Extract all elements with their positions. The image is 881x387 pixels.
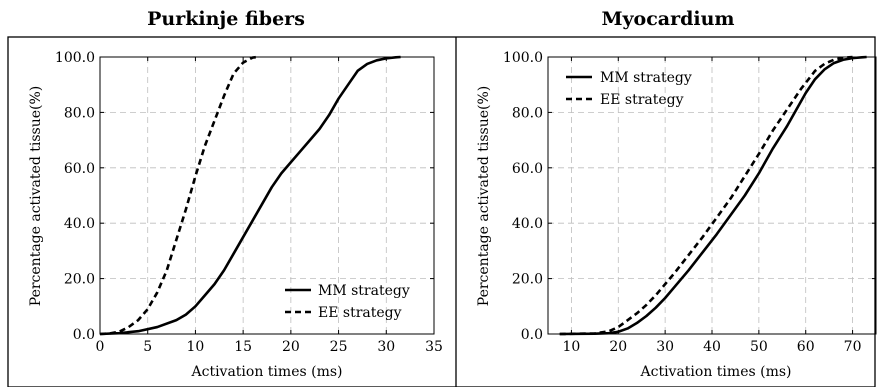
x-tick-label: 30 bbox=[377, 339, 395, 355]
x-tick-label: 10 bbox=[563, 339, 581, 355]
plot-area bbox=[99, 56, 435, 335]
legend-label-mm: MM strategy bbox=[600, 70, 692, 86]
x-tick-label: 70 bbox=[844, 339, 862, 355]
y-tick-label: 60.0 bbox=[64, 161, 95, 177]
x-tick-label: 60 bbox=[797, 339, 815, 355]
legend: MM strategy EE strategy bbox=[566, 70, 692, 108]
y-tick-label: 20.0 bbox=[512, 272, 543, 288]
y-tick-label: 0.0 bbox=[73, 327, 95, 343]
legend: MM strategy EE strategy bbox=[285, 283, 410, 321]
y-tick-label: 0.0 bbox=[521, 327, 543, 343]
y-tick-label: 100.0 bbox=[55, 50, 95, 66]
y-tick-label: 20.0 bbox=[64, 272, 95, 288]
x-axis-label: Activation times (ms) bbox=[191, 364, 343, 380]
x-tick-label: 15 bbox=[234, 339, 252, 355]
y-axis-label: Percentage activated tissue(%) bbox=[476, 86, 492, 306]
y-tick-label: 40.0 bbox=[64, 216, 95, 232]
y-tick-label: 60.0 bbox=[512, 161, 543, 177]
y-tick-label: 40.0 bbox=[512, 216, 543, 232]
x-tick-label: 10 bbox=[187, 339, 205, 355]
y-tick-label: 80.0 bbox=[64, 105, 95, 121]
chart-title: Myocardium bbox=[601, 8, 734, 30]
x-axis-label: Activation times (ms) bbox=[640, 364, 792, 380]
legend-label-ee: EE strategy bbox=[318, 305, 402, 321]
y-tick-label: 80.0 bbox=[512, 105, 543, 121]
x-tick-label: 40 bbox=[703, 339, 721, 355]
series-line-ee bbox=[99, 55, 258, 336]
chart-purkinje-fibers: Purkinje fibers 0 5 10 15 20 25 30 35 0.0 20.0 40.… bbox=[28, 8, 443, 380]
chart-myocardium: Myocardium 10 20 30 40 50 60 70 0.0 20.0 40.0 60.0… bbox=[476, 8, 877, 380]
y-axis-label: Percentage activated tissue(%) bbox=[28, 86, 44, 306]
series-line-mm bbox=[559, 55, 867, 336]
x-tick-label: 25 bbox=[330, 339, 348, 355]
series-line-mm bbox=[99, 55, 401, 336]
x-tick-label: 20 bbox=[609, 339, 627, 355]
x-tick-label: 35 bbox=[425, 339, 443, 355]
x-tick-label: 5 bbox=[143, 339, 152, 355]
x-tick-label: 30 bbox=[656, 339, 674, 355]
x-tick-label: 0 bbox=[96, 339, 105, 355]
legend-label-ee: EE strategy bbox=[600, 92, 684, 108]
x-tick-label: 20 bbox=[282, 339, 300, 355]
y-tick-label: 100.0 bbox=[503, 50, 543, 66]
x-tick-label: 50 bbox=[750, 339, 768, 355]
legend-label-mm: MM strategy bbox=[318, 283, 410, 299]
series-line-ee bbox=[559, 55, 853, 336]
chart-title: Purkinje fibers bbox=[147, 8, 305, 30]
figure-frame bbox=[7, 36, 876, 387]
